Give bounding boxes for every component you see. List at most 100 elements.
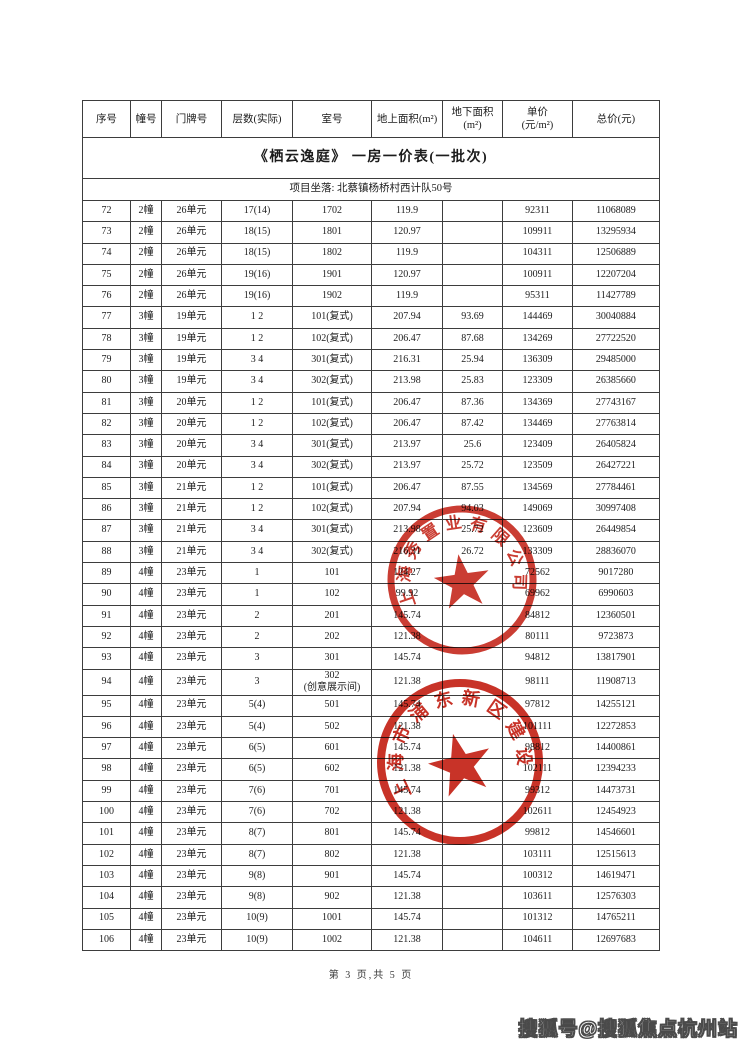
cell-index: 81 [82, 391, 131, 414]
cell-room-no: 1801 [292, 221, 373, 244]
cell-total-price: 14255121 [571, 694, 661, 717]
cell-door-no: 20单元 [161, 412, 223, 436]
cell-total-price: 27763814 [571, 412, 661, 436]
cell-unit-price: 123409 [502, 434, 573, 457]
cell-floor: 1 [221, 583, 294, 606]
cell-door-no: 23单元 [161, 822, 223, 845]
cell-floor: 9(8) [221, 864, 294, 888]
cell-floor: 1 2 [221, 327, 294, 351]
cell-index: 103 [82, 864, 131, 888]
seal-ring [387, 505, 537, 655]
cell-door-no: 26单元 [161, 285, 223, 308]
cell-total-price: 9723873 [571, 625, 661, 649]
cell-total-price: 12272853 [571, 715, 661, 739]
table-row: 106 4幢 23单元 10(9) 1002 121.38 104611 12697683 [82, 928, 661, 952]
cell-room-no: 101 [292, 562, 373, 585]
cell-total-price: 14765211 [571, 907, 661, 930]
cell-floor: 1 2 [221, 306, 294, 329]
cell-index: 105 [82, 907, 131, 930]
cell-building-no: 3幢 [129, 412, 163, 436]
cell-room-no: 302 (创意展示间) [292, 668, 373, 696]
cell-room-no: 1802 [292, 242, 373, 265]
cell-room-no: 101(复式) [292, 306, 373, 329]
cell-index: 82 [82, 412, 131, 436]
seal-star-icon [433, 554, 489, 609]
cell-area-below [442, 285, 504, 308]
cell-floor: 8(7) [221, 822, 294, 845]
cell-area-above: 119.9 [371, 285, 444, 308]
cell-floor: 1 2 [221, 412, 294, 436]
cell-total-price: 14619471 [571, 864, 661, 888]
cell-index: 106 [82, 928, 131, 952]
cell-unit-price: 100312 [502, 864, 573, 888]
cell-total-price: 30997408 [571, 498, 661, 521]
table-row: 80 3幢 19单元 3 4 302(复式) 213.98 25.83 123309 26385… [82, 370, 661, 393]
cell-floor: 5(4) [221, 715, 294, 739]
cell-total-price: 12207204 [571, 263, 661, 287]
cell-unit-price: 136309 [502, 349, 573, 372]
table-row: 77 3幢 19单元 1 2 101(复式) 207.94 93.69 144469 30040… [82, 306, 661, 329]
cell-door-no: 23单元 [161, 668, 223, 696]
project-location: 项目坐落: 北蔡镇杨桥村西计队50号 [82, 178, 660, 201]
table-row: 103 4幢 23单元 9(8) 901 145.74 100312 14619471 [82, 864, 661, 888]
cell-total-price: 11068089 [571, 199, 661, 223]
table-row: 72 2幢 26单元 17(14) 1702 119.9 92311 11068089 [82, 199, 661, 223]
cell-total-price: 12515613 [571, 843, 661, 866]
cell-door-no: 19单元 [161, 306, 223, 329]
cell-index: 99 [82, 779, 131, 803]
cell-building-no: 3幢 [129, 349, 163, 372]
cell-unit-price: 103111 [502, 843, 573, 866]
cell-total-price: 13817901 [571, 647, 661, 670]
cell-area-below: 25.6 [442, 434, 504, 457]
cell-floor: 3 [221, 668, 294, 696]
cell-index: 90 [82, 583, 131, 606]
table-row: 100 4幢 23单元 7(6) 702 121.38 102611 12454923 [82, 801, 661, 824]
cell-index: 83 [82, 434, 131, 457]
cell-building-no: 2幢 [129, 263, 163, 287]
cell-area-above: 119.9 [371, 242, 444, 265]
cell-building-no: 4幢 [129, 604, 163, 627]
cell-unit-price: 144469 [502, 306, 573, 329]
cell-room-no: 102(复式) [292, 327, 373, 351]
cell-room-no: 701 [292, 779, 373, 803]
cell-area-below: 87.68 [442, 327, 504, 351]
district-seal-stamp: 上海市浦东新区建设 [345, 647, 575, 877]
cell-area-below: 25.94 [442, 349, 504, 372]
table-row: 84 3幢 20单元 3 4 302(复式) 213.97 25.72 123509 26427… [82, 455, 661, 478]
cell-room-no: 301(复式) [292, 349, 373, 372]
cell-building-no: 3幢 [129, 370, 163, 393]
cell-building-no: 4幢 [129, 886, 163, 909]
cell-total-price: 12576303 [571, 886, 661, 909]
cell-floor: 5(4) [221, 694, 294, 717]
cell-floor: 18(15) [221, 221, 294, 244]
cell-area-below [442, 242, 504, 265]
cell-room-no: 1702 [292, 199, 373, 223]
cell-index: 84 [82, 455, 131, 478]
cell-room-no: 1002 [292, 928, 373, 952]
price-sheet: 《栖云逸庭》 一房一价表(一批次) 项目坐落: 北蔡镇杨桥村西计队50号 序号 … [82, 100, 661, 952]
cell-index: 104 [82, 886, 131, 909]
cell-unit-price: 98111 [502, 668, 573, 696]
cell-building-no: 3幢 [129, 455, 163, 478]
cell-building-no: 2幢 [129, 199, 163, 223]
cell-unit-price: 109911 [502, 221, 573, 244]
header-area-above: 地上面积(m²) [371, 100, 444, 138]
cell-area-above: 213.97 [371, 455, 444, 478]
cell-door-no: 20单元 [161, 455, 223, 478]
table-row: 75 2幢 26单元 19(16) 1901 120.97 100911 12207204 [82, 263, 661, 287]
table-row: 85 3幢 21单元 1 2 101(复式) 206.47 87.55 134569 27784… [82, 476, 661, 500]
document-title: 《栖云逸庭》 一房一价表(一批次) [82, 137, 660, 179]
cell-area-above: 119.9 [371, 199, 444, 223]
cell-area-below [442, 907, 504, 930]
header-area-below: 地下面积 (m²) [442, 100, 504, 138]
table-row: 92 4幢 23单元 2 202 121.38 80111 9723873 [82, 625, 661, 649]
cell-floor: 3 4 [221, 519, 294, 542]
table-row: 88 3幢 21单元 3 4 302(复式) 216.31 26.72 133309 28836… [82, 540, 661, 564]
table-row: 78 3幢 19单元 1 2 102(复式) 206.47 87.68 134269 27722… [82, 327, 661, 351]
cell-unit-price: 101312 [502, 907, 573, 930]
cell-floor: 17(14) [221, 199, 294, 223]
cell-door-no: 20单元 [161, 391, 223, 414]
cell-area-above: 206.47 [371, 327, 444, 351]
cell-door-no: 20单元 [161, 434, 223, 457]
cell-index: 101 [82, 822, 131, 845]
